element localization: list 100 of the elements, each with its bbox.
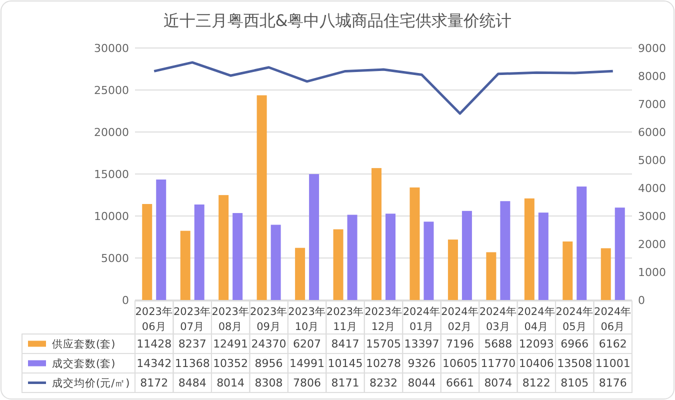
y2-tick-label: 0 <box>638 294 645 307</box>
bar <box>562 241 573 300</box>
legend-label: 供应套数(套) <box>52 338 116 350</box>
data-label: 8237 <box>178 338 206 350</box>
x-tick-label: 2024年 05月 <box>556 306 594 333</box>
data-label: 8014 <box>216 376 245 390</box>
bar <box>180 230 190 300</box>
x-tick-label: 2023年 10月 <box>288 306 326 333</box>
y-tick-label: 15000 <box>94 168 129 181</box>
bar <box>448 240 458 300</box>
bar <box>600 248 611 300</box>
data-label: 6162 <box>598 338 627 350</box>
bar <box>372 168 382 300</box>
x-tick-label: 2023年 08月 <box>212 306 250 333</box>
bar <box>218 195 229 300</box>
x-tick-label: 2023年 06月 <box>135 306 173 333</box>
data-label: 8074 <box>484 376 512 390</box>
chart-title: 近十三月粤西北&粤中八城商品住宅供求量价统计 <box>163 11 512 30</box>
y-tick-label: 25000 <box>94 84 129 97</box>
data-label: 8417 <box>331 338 360 350</box>
data-label: 8484 <box>178 376 206 390</box>
data-label: 10145 <box>328 357 363 370</box>
bar <box>524 198 534 300</box>
bar <box>614 208 625 300</box>
legend-label: 成交均价(元/㎡) <box>52 376 130 390</box>
y2-tick-label: 3000 <box>638 210 666 223</box>
data-label: 10352 <box>213 357 248 370</box>
data-label: 14342 <box>136 357 172 370</box>
x-tick-label: 2023年 12月 <box>364 306 402 333</box>
data-label: 8044 <box>408 376 436 390</box>
y2-tick-label: 1000 <box>638 266 666 279</box>
x-tick-label: 2023年 11月 <box>326 306 364 333</box>
bar <box>156 180 166 300</box>
data-label: 10278 <box>366 357 401 370</box>
bar <box>462 210 472 300</box>
y2-tick-label: 5000 <box>638 154 666 167</box>
data-label: 24370 <box>251 338 286 350</box>
y-tick-label: 0 <box>122 294 129 307</box>
y2-tick-label: 4000 <box>638 182 666 195</box>
x-tick-label: 2024年 04月 <box>518 306 556 333</box>
y2-tick-label: 7000 <box>638 98 666 111</box>
data-label: 14991 <box>290 357 325 370</box>
data-label: 7806 <box>293 376 322 390</box>
data-label: 13397 <box>404 338 440 350</box>
bar <box>194 204 204 300</box>
x-tick-label: 2023年 09月 <box>250 306 288 333</box>
data-label: 8172 <box>140 376 168 390</box>
bar <box>424 222 434 300</box>
bar <box>486 252 496 300</box>
bar <box>347 214 358 300</box>
y2-tick-label: 8000 <box>638 70 666 83</box>
bar <box>410 187 420 300</box>
x-tick-label: 2024年 01月 <box>402 306 441 333</box>
y2-tick-label: 2000 <box>638 238 666 251</box>
data-label: 8122 <box>522 376 550 390</box>
y-tick-label: 30000 <box>94 42 129 55</box>
bar <box>309 174 320 300</box>
data-label: 8232 <box>370 376 398 390</box>
x-tick-label: 2023年 07月 <box>173 306 212 333</box>
bar <box>142 204 152 300</box>
x-tick-label: 2024年 02月 <box>441 306 479 333</box>
x-tick-label: 2024年 03月 <box>479 306 518 333</box>
data-label: 8956 <box>254 357 283 370</box>
bar <box>500 201 510 300</box>
y-tick-label: 5000 <box>101 252 129 265</box>
data-label: 13508 <box>557 357 592 370</box>
legend-label: 成交套数(套) <box>52 357 116 370</box>
data-label: 8176 <box>598 376 627 390</box>
y2-tick-label: 9000 <box>638 42 666 55</box>
data-label: 11001 <box>595 357 630 370</box>
data-label: 6966 <box>560 338 589 350</box>
bar <box>256 95 267 300</box>
data-label: 8308 <box>254 376 283 390</box>
bar <box>295 248 306 300</box>
data-label: 11428 <box>136 338 172 350</box>
line-series <box>152 61 614 115</box>
data-label: 15705 <box>366 338 401 350</box>
data-label: 6661 <box>446 376 474 390</box>
x-tick-label: 2024年 06月 <box>594 306 632 333</box>
data-label: 12491 <box>213 338 248 350</box>
y-tick-label: 10000 <box>94 210 129 223</box>
bar <box>333 229 344 300</box>
data-label: 11368 <box>174 357 210 370</box>
data-label: 7196 <box>446 338 474 350</box>
data-label: 8105 <box>560 376 589 390</box>
bar <box>270 224 281 300</box>
data-label: 9326 <box>408 357 436 370</box>
data-label: 8171 <box>331 376 360 390</box>
bar <box>538 212 548 300</box>
bar <box>576 186 587 300</box>
y-tick-label: 20000 <box>94 126 129 139</box>
data-label: 10406 <box>518 357 554 370</box>
data-label: 5688 <box>484 338 512 350</box>
data-label: 6207 <box>293 338 322 350</box>
data-label: 10605 <box>442 357 478 370</box>
y2-tick-label: 6000 <box>638 126 666 139</box>
data-label: 11770 <box>480 357 516 370</box>
data-label: 12093 <box>518 338 554 350</box>
bar <box>386 214 396 300</box>
bar <box>232 213 243 300</box>
